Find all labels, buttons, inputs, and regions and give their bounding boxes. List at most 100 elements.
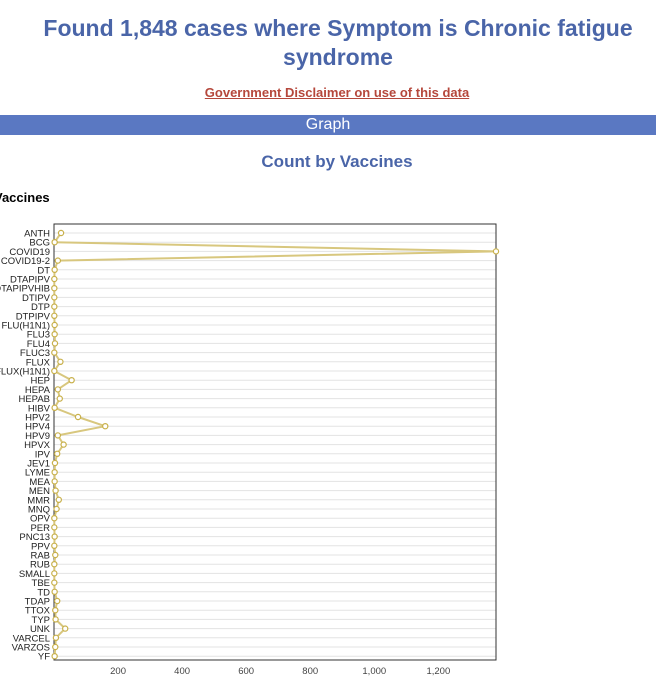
y-tick-label: TYP: [32, 615, 50, 626]
data-point: [51, 367, 58, 375]
data-point: [52, 487, 59, 494]
y-tick-label: FLUC3: [20, 348, 50, 359]
y-tick-label: TDAP: [25, 597, 50, 608]
data-point: [51, 330, 58, 338]
vaccines-chart: Vaccines ANTHBCGCOVID19COVID19-2DTDTAPIP…: [0, 190, 500, 677]
y-tick-label: HEP: [30, 376, 50, 387]
data-point: [51, 459, 59, 467]
data-point: [51, 312, 58, 319]
x-tick-label: 600: [238, 666, 254, 677]
data-point: [51, 533, 58, 540]
data-point: [51, 524, 58, 531]
y-tick-label: DTP: [31, 302, 50, 313]
data-point: [51, 275, 58, 283]
y-tick-label: RUB: [30, 560, 50, 571]
page-title: Found 1,848 cases where Symptom is Chron…: [43, 15, 633, 70]
y-tick-label: HPV4: [25, 422, 50, 433]
y-tick-label: MNQ: [28, 505, 50, 516]
series: [51, 229, 500, 660]
data-point: [51, 469, 58, 476]
data-point: [51, 321, 58, 329]
data-point: [51, 478, 58, 485]
y-tick-label: HIBV: [28, 403, 51, 414]
data-point: [51, 561, 58, 568]
y-tick-label: HEPAB: [18, 394, 50, 405]
data-point: [57, 358, 64, 365]
grid: [54, 232, 496, 657]
y-tick-label: FLUX(H1N1): [0, 367, 50, 378]
y-tick-label: DTIPV: [22, 293, 51, 304]
y-tick-label: MEN: [29, 486, 50, 497]
y-tick-label: TTOX: [25, 606, 51, 617]
x-tick-labels: 200 400 600 800 1,000 1,200: [110, 666, 450, 677]
y-tick-label: DTAPIPVHIB: [0, 284, 50, 295]
y-tick-label: COVID19-2: [1, 256, 50, 267]
y-tick-label: DTAPIPV: [10, 275, 51, 286]
y-tick-label: TD: [37, 587, 50, 598]
plot-frame: [53, 223, 497, 661]
disclaimer-link[interactable]: Government Disclaimer on use of this dat…: [204, 85, 470, 100]
data-point: [51, 570, 58, 577]
x-tick-label: 1,000: [362, 666, 386, 677]
data-point: [54, 386, 62, 393]
y-tick-label: COVID19: [9, 247, 50, 258]
y-tick-label: MEA: [29, 477, 50, 488]
chart-title: Count by Vaccines: [261, 152, 413, 171]
data-point: [51, 266, 58, 274]
data-point: [51, 404, 58, 411]
y-tick-label: ANTH: [24, 229, 50, 240]
data-point: [68, 376, 75, 384]
data-point: [62, 625, 69, 632]
data-point: [52, 643, 59, 651]
data-point: [52, 634, 60, 641]
y-tick-label: HPV2: [25, 413, 50, 424]
x-tick-label: 400: [174, 666, 190, 677]
data-point: [51, 653, 58, 660]
y-tick-label: RAB: [30, 551, 50, 562]
y-tick-label: FLU(H1N1): [1, 321, 50, 332]
graph-tab[interactable]: Graph: [0, 115, 656, 135]
data-point: [57, 229, 65, 237]
data-point: [55, 496, 63, 503]
y-tick-label: VARCEL: [13, 633, 50, 644]
data-point: [53, 505, 60, 513]
y-tick-label: MMR: [27, 495, 50, 506]
data-point: [56, 395, 63, 402]
x-tick-label: 1,200: [426, 666, 450, 677]
y-tick-label: DTPIPV: [16, 311, 51, 322]
data-point: [54, 257, 62, 264]
data-point: [51, 239, 58, 246]
data-point: [52, 616, 59, 623]
data-point: [51, 579, 58, 586]
y-tick-label: UNK: [30, 624, 51, 635]
y-tick-label: HEPA: [25, 385, 51, 396]
data-point: [60, 441, 67, 448]
y-tick-label: BCG: [29, 238, 50, 249]
data-point: [51, 294, 58, 301]
y-tick-label: SMALL: [19, 569, 50, 580]
y-tick-label: PNC13: [19, 532, 50, 543]
data-point: [492, 248, 500, 255]
data-point: [51, 542, 58, 549]
y-tick-label: YF: [38, 652, 50, 663]
y-tick-label: TBE: [32, 578, 50, 589]
y-tick-label: HPV9: [25, 431, 50, 442]
data-point: [51, 303, 58, 310]
data-point: [54, 432, 62, 439]
y-axis-label: Vaccines: [0, 190, 50, 205]
data-point: [52, 551, 59, 559]
data-point: [102, 422, 109, 430]
x-tick-label: 800: [302, 666, 318, 677]
y-tick-label: FLU4: [27, 339, 50, 350]
y-tick-label: OPV: [30, 514, 51, 525]
y-tick-label: JEV1: [27, 459, 50, 470]
y-tick-label: PER: [30, 523, 50, 534]
y-tick-label: FLUX: [26, 357, 51, 368]
y-tick-label: IPV: [35, 449, 51, 460]
data-point: [74, 413, 82, 421]
data-point: [51, 284, 58, 292]
data-point: [52, 607, 59, 614]
disclaimer: Government Disclaimer on use of this dat…: [0, 85, 656, 100]
data-point: [51, 340, 59, 347]
y-tick-label: PPV: [31, 541, 51, 552]
